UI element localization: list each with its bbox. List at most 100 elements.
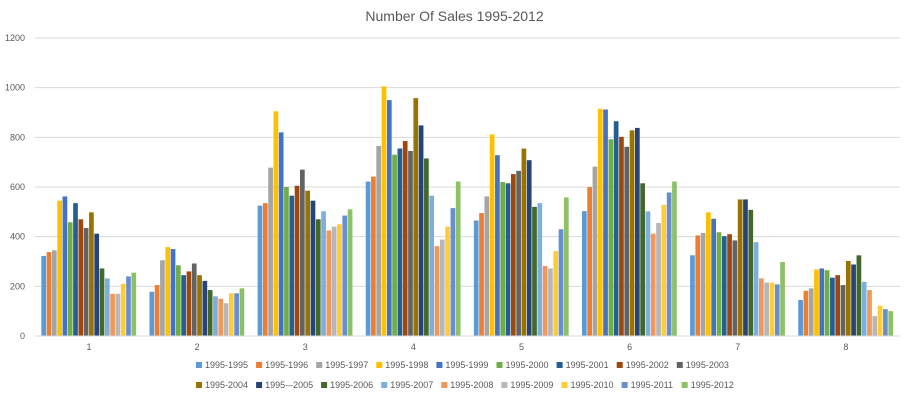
- bar: [89, 212, 94, 336]
- bar: [587, 187, 592, 336]
- bar: [640, 183, 645, 336]
- bar: [181, 275, 186, 336]
- bar: [337, 224, 342, 336]
- bar: [521, 148, 527, 336]
- bar: [234, 293, 239, 336]
- bar: [62, 196, 68, 336]
- bar: [191, 263, 197, 336]
- bar: [218, 298, 224, 336]
- bar: [115, 293, 121, 336]
- y-tick-label: 1200: [5, 33, 25, 43]
- bar: [99, 268, 105, 336]
- legend-swatch: [381, 382, 388, 388]
- bar: [753, 242, 759, 336]
- bar: [455, 181, 461, 336]
- legend-label: 1995-2001: [566, 360, 609, 370]
- bar: [845, 261, 851, 336]
- x-tick-label: 2: [195, 342, 200, 352]
- bar: [381, 86, 387, 336]
- bar: [126, 276, 131, 336]
- legend-label: 1995-2006: [330, 380, 373, 390]
- bar: [656, 223, 661, 336]
- bar: [542, 265, 548, 336]
- bar: [321, 211, 326, 336]
- legend-swatch: [256, 382, 263, 388]
- bar: [629, 130, 635, 336]
- bar: [342, 215, 348, 336]
- x-tick-label: 5: [519, 342, 524, 352]
- bar: [650, 233, 656, 336]
- legend-label: 1995-2008: [450, 380, 493, 390]
- legend-swatch: [501, 382, 508, 388]
- bar: [748, 209, 754, 336]
- bar: [305, 190, 311, 336]
- y-tick-label: 200: [10, 281, 25, 291]
- bar: [872, 316, 878, 336]
- bar: [347, 209, 353, 336]
- bar: [51, 250, 57, 336]
- bar: [867, 290, 872, 336]
- legend-label: 1995-2004: [205, 380, 248, 390]
- bar: [202, 280, 208, 336]
- bar: [418, 125, 424, 336]
- bar: [473, 220, 479, 336]
- legend-label: 1995-2007: [390, 380, 433, 390]
- y-tick-label: 400: [10, 232, 25, 242]
- legend-swatch: [616, 362, 623, 368]
- legend-swatch: [621, 382, 628, 388]
- bar: [315, 219, 321, 336]
- bar: [376, 146, 382, 336]
- bar: [721, 236, 727, 336]
- bar: [706, 212, 711, 336]
- bar: [532, 206, 537, 336]
- bar: [326, 230, 332, 336]
- bar: [175, 265, 181, 336]
- bar: [289, 195, 295, 336]
- bar: [737, 199, 743, 336]
- bar: [558, 229, 564, 336]
- bar: [397, 148, 403, 336]
- bar: [700, 232, 706, 336]
- bar: [67, 222, 73, 336]
- legend-swatch: [321, 382, 328, 388]
- bar: [165, 247, 171, 336]
- bar: [402, 141, 408, 336]
- bar: [149, 291, 155, 336]
- bar: [824, 270, 830, 336]
- bar: [154, 285, 160, 336]
- bar: [278, 132, 284, 336]
- bar: [223, 303, 229, 336]
- legend-label: 1995-1998: [385, 360, 428, 370]
- legend-label: 1995-1996: [265, 360, 308, 370]
- bar: [634, 127, 640, 337]
- legend-swatch: [496, 362, 503, 368]
- bar: [83, 227, 89, 336]
- bar: [619, 136, 624, 336]
- bar: [516, 170, 521, 336]
- bar: [186, 271, 192, 336]
- bar: [883, 309, 888, 336]
- bar: [284, 187, 289, 336]
- bar: [57, 200, 62, 336]
- y-tick-label: 600: [10, 182, 25, 192]
- bar: [798, 299, 803, 336]
- y-tick-label: 0: [20, 331, 25, 341]
- bar: [877, 305, 883, 336]
- bar: [160, 260, 165, 336]
- bar: [553, 251, 559, 336]
- bar: [262, 203, 268, 336]
- bar: [268, 167, 273, 336]
- bar: [510, 174, 516, 336]
- legend-label: 1995-–2005: [265, 380, 313, 390]
- legend-swatch: [316, 362, 323, 368]
- bar: [257, 205, 263, 337]
- legend-swatch: [196, 382, 202, 388]
- x-tick-label: 1: [87, 342, 92, 352]
- x-tick-label: 4: [411, 342, 416, 352]
- bar: [104, 278, 110, 336]
- bar: [526, 160, 532, 336]
- legend-swatch: [441, 382, 448, 388]
- bar: [603, 109, 608, 337]
- bar: [830, 277, 835, 336]
